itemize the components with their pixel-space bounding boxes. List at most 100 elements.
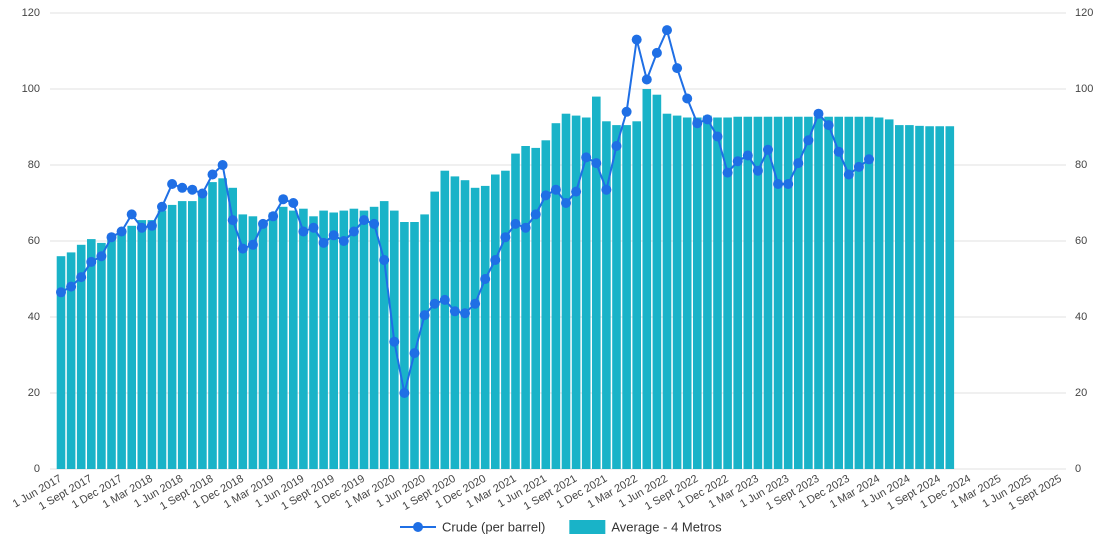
bar xyxy=(733,116,742,470)
point xyxy=(146,220,157,231)
y2-tick-label: 100 xyxy=(1075,83,1093,95)
bar xyxy=(420,214,429,469)
point xyxy=(116,226,127,237)
point xyxy=(581,152,592,163)
bar xyxy=(359,210,369,469)
point xyxy=(752,165,763,176)
bar xyxy=(693,117,702,469)
bar xyxy=(208,182,217,469)
point xyxy=(197,188,208,199)
point xyxy=(369,218,380,229)
bar xyxy=(319,210,328,469)
point xyxy=(389,336,400,347)
point xyxy=(510,218,521,229)
bar xyxy=(824,116,833,470)
point xyxy=(651,47,662,58)
point xyxy=(187,184,198,195)
point xyxy=(853,161,864,172)
point xyxy=(611,141,622,151)
y2-tick-label: 120 xyxy=(1075,7,1093,19)
bar xyxy=(854,116,864,470)
point xyxy=(86,256,97,267)
point xyxy=(419,310,430,321)
point xyxy=(167,179,178,189)
bar xyxy=(460,180,470,469)
y2-tick-label: 0 xyxy=(1075,463,1081,475)
point xyxy=(530,209,541,220)
point xyxy=(793,158,804,169)
point xyxy=(864,154,874,165)
point xyxy=(76,272,87,283)
bar xyxy=(97,242,106,469)
bar xyxy=(87,239,96,469)
point xyxy=(682,93,693,104)
point xyxy=(490,255,501,265)
bar xyxy=(177,201,187,469)
bar xyxy=(248,216,258,469)
point xyxy=(449,306,460,317)
point xyxy=(550,184,561,195)
point xyxy=(561,198,571,208)
bar xyxy=(188,201,197,469)
point xyxy=(359,215,369,226)
bar xyxy=(561,113,571,469)
bar xyxy=(470,187,480,470)
y-tick-label: 100 xyxy=(22,83,40,95)
point xyxy=(833,146,844,157)
point xyxy=(278,194,289,205)
point xyxy=(298,226,309,237)
legend-label: Average - 4 Metros xyxy=(611,519,722,534)
point xyxy=(288,198,299,208)
bar xyxy=(551,123,561,469)
point xyxy=(348,226,359,237)
point xyxy=(399,388,410,398)
bar xyxy=(531,147,540,469)
legend-item: Average - 4 Metros xyxy=(569,519,722,534)
bar xyxy=(602,121,611,470)
point xyxy=(773,179,784,189)
point xyxy=(268,211,279,222)
y-tick-label: 120 xyxy=(22,7,40,19)
bar xyxy=(945,126,955,470)
bar xyxy=(491,174,500,469)
bar xyxy=(329,212,338,469)
point xyxy=(672,63,683,74)
bar xyxy=(400,222,409,469)
bar xyxy=(258,222,268,469)
y2-tick-label: 80 xyxy=(1075,159,1087,171)
point xyxy=(379,255,390,265)
legend-swatch xyxy=(569,520,606,534)
bar xyxy=(228,187,237,470)
y-tick-label: 20 xyxy=(28,387,40,399)
point xyxy=(591,158,602,169)
bar xyxy=(672,115,682,469)
bar xyxy=(864,116,874,470)
bar xyxy=(642,89,652,469)
bar xyxy=(935,126,944,470)
point xyxy=(470,298,481,309)
y2-tick-label: 40 xyxy=(1075,311,1087,323)
bar xyxy=(622,125,631,469)
bar xyxy=(309,216,318,469)
point xyxy=(258,218,268,229)
bar xyxy=(450,176,460,469)
point xyxy=(207,169,218,180)
point xyxy=(56,287,66,298)
bar xyxy=(349,208,359,469)
point xyxy=(783,179,794,189)
point xyxy=(823,120,834,131)
point xyxy=(136,222,147,233)
point xyxy=(480,274,491,284)
bar xyxy=(66,252,76,469)
point xyxy=(227,215,238,226)
point xyxy=(328,230,339,241)
bar xyxy=(541,140,551,470)
bar xyxy=(814,116,823,470)
bar xyxy=(905,125,914,469)
point xyxy=(540,190,551,201)
bar xyxy=(339,210,349,469)
bar xyxy=(198,195,207,469)
bar xyxy=(632,121,641,470)
